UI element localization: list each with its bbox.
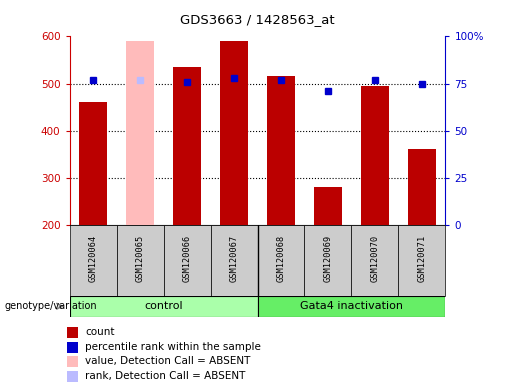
Bar: [314, 187, 342, 225]
Bar: [79, 103, 107, 225]
Text: GSM120065: GSM120065: [135, 235, 145, 282]
Bar: [304, 225, 352, 296]
Text: genotype/variation: genotype/variation: [4, 301, 97, 311]
Bar: [70, 225, 116, 296]
Text: Gata4 inactivation: Gata4 inactivation: [300, 301, 403, 311]
Bar: [258, 296, 445, 317]
Text: GSM120071: GSM120071: [418, 235, 426, 282]
Bar: [220, 41, 248, 225]
Text: GSM120066: GSM120066: [182, 235, 192, 282]
Bar: [70, 296, 258, 317]
Text: rank, Detection Call = ABSENT: rank, Detection Call = ABSENT: [85, 371, 245, 381]
Text: GDS3663 / 1428563_at: GDS3663 / 1428563_at: [180, 13, 335, 26]
Bar: [211, 225, 258, 296]
Text: control: control: [144, 301, 183, 311]
Bar: [173, 67, 201, 225]
Bar: [267, 76, 295, 225]
Bar: [361, 86, 389, 225]
Bar: [352, 225, 399, 296]
Text: GSM120067: GSM120067: [230, 235, 238, 282]
Bar: [258, 225, 304, 296]
Text: GSM120064: GSM120064: [89, 235, 97, 282]
Bar: [408, 149, 436, 225]
Bar: [399, 225, 445, 296]
Text: count: count: [85, 327, 114, 337]
Text: value, Detection Call = ABSENT: value, Detection Call = ABSENT: [85, 356, 250, 366]
Bar: [116, 225, 164, 296]
Bar: [126, 41, 154, 225]
Text: GSM120070: GSM120070: [370, 235, 380, 282]
Bar: [164, 225, 211, 296]
Text: GSM120068: GSM120068: [277, 235, 285, 282]
Text: percentile rank within the sample: percentile rank within the sample: [85, 342, 261, 352]
Text: GSM120069: GSM120069: [323, 235, 333, 282]
